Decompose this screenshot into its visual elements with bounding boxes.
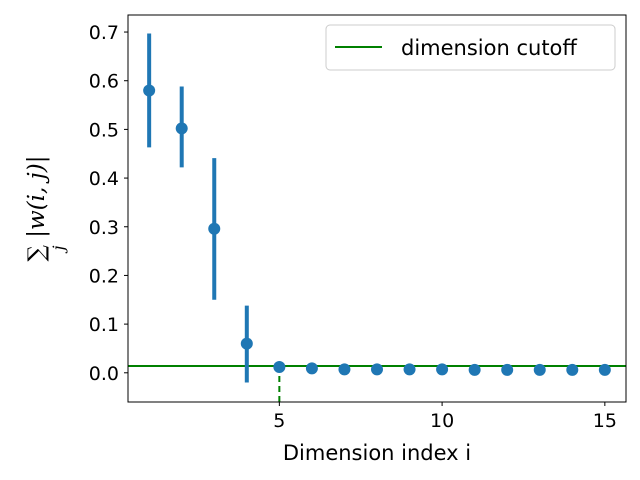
y-axis-label-main: ∑ |w(i, j)| [24,156,50,262]
x-tick-label: 15 [593,410,617,432]
y-tick-label: 0.2 [89,265,119,287]
x-tick-label: 5 [273,410,285,432]
y-axis-label-subscript: j [49,245,68,253]
y-tick-label: 0.7 [89,22,119,44]
y-tick-label: 0.3 [89,217,119,239]
legend-box [325,24,616,71]
y-axis-label: ∑ |w(i, j)| j [24,156,68,262]
data-point [566,363,579,376]
x-tick-label: 10 [430,410,454,432]
data-point [501,363,514,376]
y-tick-label: 0.4 [89,168,119,190]
y-tick-label: 0.0 [89,363,119,385]
data-point [436,363,449,376]
data-point [143,84,156,97]
legend: dimension cutoff [325,24,616,71]
axes: 5 10 15 0.0 0.1 0.2 0.3 0.4 0.5 0.6 0.7 [89,14,627,432]
data-point [403,363,416,376]
plot-frame [127,14,627,403]
y-tick-label: 0.1 [89,314,119,336]
x-axis-label: Dimension index i [283,441,471,465]
data-point [468,363,481,376]
y-tick-label: 0.6 [89,71,119,93]
data-point [533,363,546,376]
data-point [371,363,383,376]
data-point [305,362,318,375]
legend-label-cutoff: dimension cutoff [401,36,577,60]
data-point [240,337,253,350]
data-point [598,363,611,376]
y-tick-label: 0.5 [89,119,119,141]
data-point [338,363,351,376]
data-point [208,222,221,235]
plot-area [128,33,626,402]
data-point [273,360,286,373]
data-point [175,122,188,135]
